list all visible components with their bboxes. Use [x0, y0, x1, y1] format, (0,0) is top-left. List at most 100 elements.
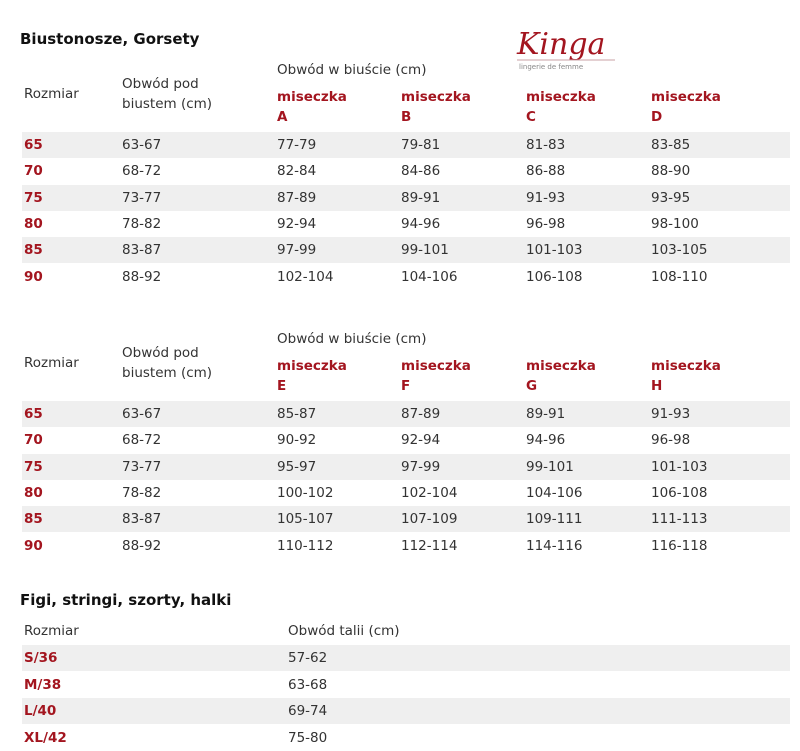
- table-row: 70 68-72 82-84 84-86 86-88 88-90: [0, 158, 800, 184]
- table-row: 90 88-92 110-112 112-114 114-116 116-118: [0, 533, 800, 559]
- value-cell: 88-92: [122, 537, 162, 554]
- size-cell: 75: [24, 458, 43, 475]
- size-cell: 90: [24, 537, 43, 554]
- table-row: 85 83-87 105-107 107-109 109-111 111-113: [0, 506, 800, 532]
- bust-header: Obwód w biuście (cm): [277, 331, 427, 347]
- value-cell: 101-103: [526, 242, 583, 259]
- value-cell: 68-72: [122, 432, 162, 449]
- size-cell: M/38: [24, 676, 62, 693]
- briefs-size-header: Rozmiar: [24, 623, 79, 639]
- value-cell: 93-95: [651, 189, 691, 206]
- value-cell: 83-85: [651, 137, 691, 153]
- value-cell: 97-99: [401, 458, 441, 475]
- size-cell: 90: [24, 268, 43, 285]
- briefs-waist-header: Obwód talii (cm): [288, 623, 400, 639]
- value-cell: 83-87: [122, 242, 162, 259]
- value-cell: 78-82: [122, 484, 162, 501]
- value-cell: 107-109: [401, 511, 458, 528]
- value-cell: 82-84: [277, 163, 317, 180]
- value-cell: 63-68: [288, 676, 328, 693]
- value-cell: 103-105: [651, 242, 708, 259]
- kinga-logo: Kinga lingerie de femme: [515, 18, 620, 73]
- size-cell: L/40: [24, 703, 57, 719]
- value-cell: 112-114: [401, 537, 458, 554]
- value-cell: 108-110: [651, 268, 708, 285]
- table-row: S/36 57-62: [0, 645, 800, 671]
- cup-label: miseczka: [401, 89, 471, 105]
- cup-letter: D: [651, 109, 663, 125]
- table-row: 65 63-67 85-87 87-89 89-91 91-93: [0, 401, 800, 427]
- size-cell: 85: [24, 511, 43, 528]
- value-cell: 73-77: [122, 189, 162, 206]
- value-cell: 63-67: [122, 406, 162, 422]
- value-cell: 87-89: [401, 406, 441, 422]
- value-cell: 85-87: [277, 406, 317, 422]
- row-stripe: [22, 645, 790, 671]
- row-stripe: [22, 132, 790, 158]
- cup-letter: B: [401, 109, 412, 125]
- value-cell: 92-94: [277, 215, 317, 232]
- value-cell: 94-96: [526, 432, 566, 449]
- value-cell: 88-92: [122, 268, 162, 285]
- cup-label: miseczka: [401, 358, 471, 374]
- value-cell: 69-74: [288, 703, 328, 719]
- value-cell: 83-87: [122, 511, 162, 528]
- value-cell: 101-103: [651, 458, 708, 475]
- value-cell: 114-116: [526, 537, 583, 554]
- row-stripe: [22, 237, 790, 264]
- table-row: 75 73-77 95-97 97-99 99-101 101-103: [0, 454, 800, 480]
- value-cell: 105-107: [277, 511, 334, 528]
- value-cell: 97-99: [277, 242, 317, 259]
- value-cell: 68-72: [122, 163, 162, 180]
- svg-text:Kinga: Kinga: [516, 27, 605, 62]
- cup-label: miseczka: [277, 89, 347, 105]
- value-cell: 104-106: [401, 268, 458, 285]
- value-cell: 91-93: [526, 189, 566, 206]
- cup-letter: E: [277, 378, 287, 394]
- value-cell: 94-96: [401, 215, 441, 232]
- size-cell: 85: [24, 242, 43, 259]
- row-stripe: [22, 698, 790, 724]
- value-cell: 90-92: [277, 432, 317, 449]
- table-row: 70 68-72 90-92 92-94 94-96 96-98: [0, 427, 800, 453]
- under-bust-header-line2: biustem (cm): [122, 96, 213, 112]
- cup-letter: A: [277, 109, 288, 125]
- value-cell: 91-93: [651, 406, 691, 422]
- value-cell: 96-98: [526, 215, 566, 232]
- size-cell: 80: [24, 484, 43, 501]
- value-cell: 111-113: [651, 511, 708, 528]
- value-cell: 104-106: [526, 484, 583, 501]
- table-row: XL/42 75-80: [0, 725, 800, 751]
- size-cell: XL/42: [24, 729, 67, 746]
- row-stripe: [22, 401, 790, 427]
- table-row: 65 63-67 77-79 79-81 81-83 83-85: [0, 132, 800, 158]
- cup-letter: H: [651, 378, 663, 394]
- row-stripe: [22, 453, 790, 480]
- under-bust-header-line2: biustem (cm): [122, 365, 213, 381]
- table-row: 75 73-77 87-89 89-91 91-93 93-95: [0, 185, 800, 211]
- size-header: Rozmiar: [24, 355, 79, 371]
- size-header: Rozmiar: [24, 86, 79, 102]
- value-cell: 86-88: [526, 163, 566, 180]
- table-row: L/40 69-74: [0, 698, 800, 724]
- size-cell: S/36: [24, 650, 58, 666]
- size-cell: 80: [24, 215, 43, 232]
- value-cell: 102-104: [277, 268, 334, 285]
- under-bust-header-line1: Obwód pod: [122, 76, 199, 92]
- value-cell: 102-104: [401, 484, 458, 501]
- svg-text:lingerie de femme: lingerie de femme: [519, 63, 583, 71]
- value-cell: 79-81: [401, 137, 441, 153]
- value-cell: 96-98: [651, 432, 691, 449]
- value-cell: 95-97: [277, 458, 317, 475]
- cup-letter: F: [401, 378, 411, 394]
- value-cell: 88-90: [651, 163, 691, 180]
- value-cell: 98-100: [651, 215, 699, 232]
- value-cell: 99-101: [526, 458, 574, 475]
- row-stripe: [22, 184, 790, 211]
- bust-header: Obwód w biuście (cm): [277, 62, 427, 78]
- cup-label: miseczka: [651, 89, 721, 105]
- value-cell: 84-86: [401, 163, 441, 180]
- value-cell: 75-80: [288, 729, 328, 746]
- size-cell: 65: [24, 406, 43, 422]
- value-cell: 92-94: [401, 432, 441, 449]
